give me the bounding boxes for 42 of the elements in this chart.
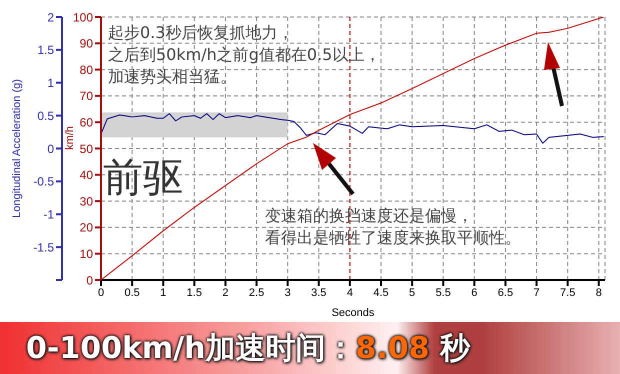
x-tick-label: 2.5 (248, 286, 264, 299)
x-tick-label: 7 (533, 286, 540, 299)
y2-tick-label: 20 (80, 220, 94, 235)
y2-tick-label: 40 (80, 168, 94, 182)
y-tick-label: 2 (47, 10, 54, 24)
y2-tick-label: 90 (80, 36, 94, 51)
x-tick-label: 0 (98, 286, 104, 299)
y2-tick-label: 100 (72, 10, 94, 24)
y2-tick-label: 10 (80, 246, 94, 261)
y2-tick-label: 30 (80, 194, 94, 208)
y2-tick-label: 70 (80, 89, 94, 104)
y2-tick-label: 50 (80, 142, 94, 156)
x-tick-label: 6 (471, 286, 478, 299)
x-tick-label: 8 (596, 286, 602, 299)
y-tick-label: 0 (47, 142, 54, 156)
y2-tick-label: 0 (86, 273, 94, 288)
annotation: 起步0.3秒后恢复抓地力，之后到50km/h之前g值都在0.5以上，加速势头相当猛。 (108, 22, 380, 88)
line-series (101, 113, 604, 144)
y-tick-label: 1 (47, 76, 54, 90)
x-tick-label: 0.5 (124, 286, 140, 299)
x-tick-label: 2 (222, 286, 229, 299)
y2-axis-title: km/h (63, 125, 77, 152)
x-tick-label: 1 (160, 286, 166, 299)
y-tick-label: 1.5 (37, 43, 54, 58)
x-tick-label: 4.5 (373, 286, 389, 299)
y-axis-title: Longitudinal Acceleration (g) (10, 79, 23, 218)
annotation: 变速箱的换挡速度还是偏慢，看得出是牺牲了速度来换取平顺性。 (265, 205, 521, 249)
x-tick-label: 5.5 (436, 286, 451, 299)
x-tick-label: 3 (284, 286, 291, 299)
y-tick-label: 0.5 (37, 108, 54, 123)
x-tick-label: 4 (346, 286, 353, 299)
x-tick-label: 1.5 (186, 286, 202, 299)
x-tick-label: 3.5 (311, 286, 326, 299)
y2-tick-label: 60 (80, 115, 94, 130)
y-tick-label: -0.5 (33, 174, 54, 189)
x-tick-label: 5 (409, 286, 416, 299)
x-tick-label: 7.5 (560, 286, 576, 299)
x-axis-title: Seconds (332, 307, 375, 319)
y-tick-label: -1.5 (33, 240, 54, 254)
y-tick-label: -1 (43, 208, 54, 222)
x-tick-label: 6.5 (498, 286, 514, 299)
y2-tick-label: 80 (80, 62, 94, 77)
